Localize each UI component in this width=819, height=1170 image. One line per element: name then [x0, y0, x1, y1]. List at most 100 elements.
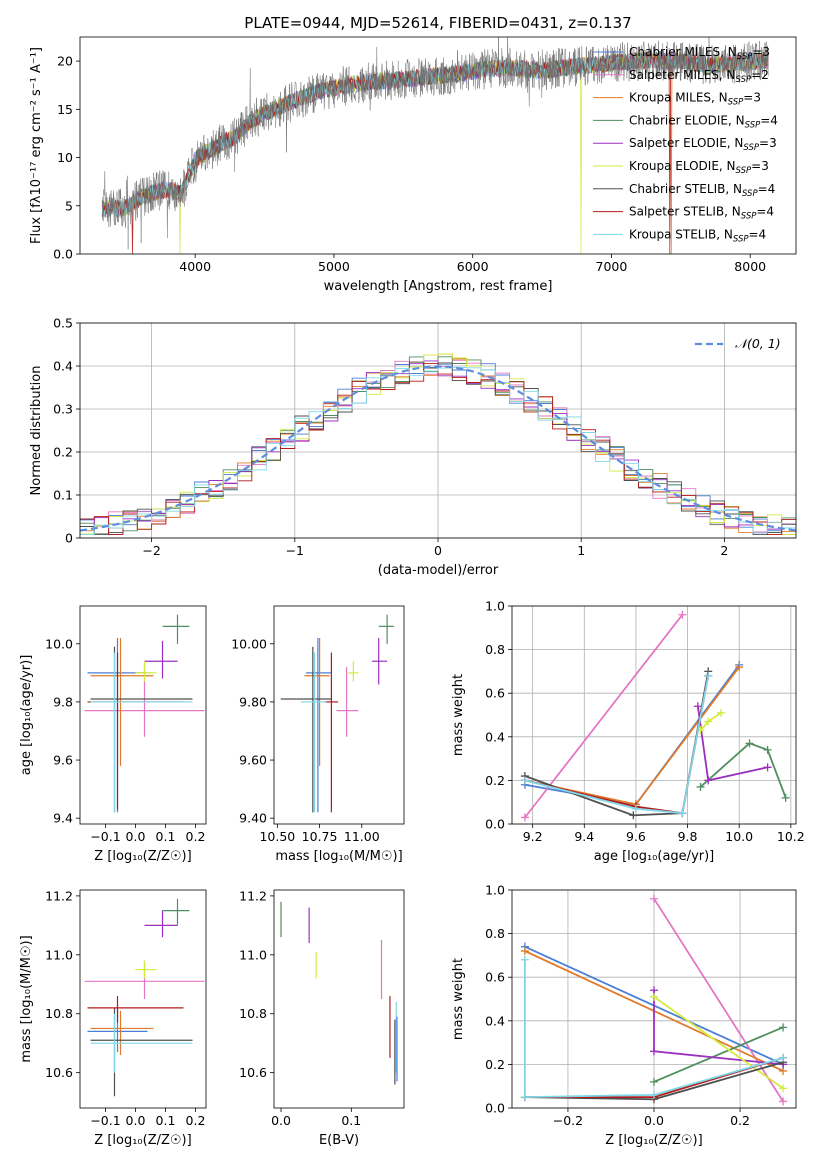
x-tick-label: 9.8: [678, 829, 698, 844]
y-tick-label: 0.0: [53, 247, 73, 262]
legend-count: =4: [760, 113, 778, 127]
series-salpeter-elodie: [693, 702, 772, 785]
legend-count: =3: [759, 136, 777, 150]
series-line: [697, 706, 768, 782]
panel-age-vs-mass: 10.50 10.75 11.00 9.40 9.60 9.80 10.00 mass [lo…: [231, 605, 405, 864]
y-tick-label: 9.40: [239, 811, 267, 826]
panel-spectrum: 4000 5000 6000 7000 8000 0.0 5 10 15 20 wavelength…: [29, 36, 797, 294]
data-marker: [520, 1093, 529, 1102]
data-marker: [696, 782, 705, 791]
axes-frame: [511, 605, 797, 825]
data-marker: [650, 992, 658, 1001]
x-tick-label: −2: [142, 543, 160, 558]
point-kroupa-elodie: [135, 960, 157, 979]
data-marker: [520, 813, 529, 822]
data-marker: [704, 671, 713, 680]
legend-count: =4: [758, 182, 776, 196]
y-tick-label: 0.3: [53, 402, 73, 417]
legend-count: =4: [756, 205, 774, 219]
point-kroupa-elodie: [135, 661, 157, 682]
legend-label: Kroupa MILES, NSSP=3: [629, 91, 761, 108]
y-tick-label: 0.4: [485, 729, 505, 744]
y-tick-label: 11.2: [45, 888, 73, 903]
series-kroupa-elodie: [650, 992, 788, 1093]
x-axis-label: E(B-V): [319, 1133, 359, 1148]
y-tick-label: 0.0: [485, 817, 505, 832]
y-tick-label: 0.4: [53, 359, 73, 374]
legend-count: =3: [751, 159, 769, 173]
legend-count: =3: [743, 91, 761, 105]
x-tick-label: 10.2: [777, 829, 805, 844]
x-tick-label: 9.4: [574, 829, 594, 844]
point-chabrier-stelib: [90, 1007, 193, 1097]
y-tick-label: 10.8: [45, 1006, 73, 1021]
y-tick-label: 15: [57, 102, 73, 117]
axes-frame: [79, 322, 797, 539]
point-chabrier-stelib: [90, 646, 193, 813]
panel-weight-vs-Z: −0.2 0.0 0.2 0.0 0.2 0.4 0.6 0.8 1.0 Z [log₁₀(Z/Z…: [451, 883, 797, 1148]
series-line: [653, 996, 784, 1090]
legend-text: Salpeter ELODIE, N: [629, 136, 743, 150]
data-marker: [678, 610, 687, 619]
x-tick-label: 0.2: [186, 1113, 206, 1128]
y-tick-label: 9.80: [239, 694, 267, 709]
plot-area: [84, 898, 205, 1097]
y-axis-label: mass [log₁₀(M/M☉)]: [19, 935, 34, 1062]
x-tick-label: 10.75: [302, 829, 338, 844]
x-tick-label: −1: [286, 543, 304, 558]
data-marker: [779, 1097, 788, 1106]
data-marker: [717, 708, 726, 717]
histogram-kroupa-stelib: [80, 366, 796, 536]
legend-subscript: SSP: [745, 120, 761, 130]
point-salpeter-elodie: [144, 910, 178, 938]
panel-residuals: −2 −1 0 1 2 0 0.1 0.2 0.3 0.4 0.5 (data-model)/erro…: [29, 316, 797, 578]
x-tick-label: 0.0: [126, 829, 146, 844]
y-tick-label: 1.0: [485, 883, 505, 898]
x-tick-label: 0.2: [730, 1113, 750, 1128]
series-line: [524, 959, 784, 1099]
point-kroupa-stelib: [90, 652, 193, 813]
legend-text: Chabrier ELODIE, N: [629, 113, 745, 127]
y-tick-label: 11.2: [239, 888, 267, 903]
y-tick-label: 0.6: [485, 686, 505, 701]
series-line: [524, 614, 684, 819]
axes-frame: [511, 889, 797, 1109]
x-tick-label: 10.50: [259, 829, 295, 844]
y-tick-label: 0.1: [53, 488, 73, 503]
x-tick-label: 0.0: [271, 1113, 291, 1128]
point-salpeter-elodie: [371, 637, 388, 685]
point-chabrier-stelib: [280, 646, 332, 813]
x-axis-label: Z [log₁₀(Z/Z☉)]: [94, 849, 191, 864]
series-line: [699, 742, 787, 799]
legend-text: Salpeter STELIB, N: [629, 205, 741, 219]
y-tick-label: 10.8: [239, 1006, 267, 1021]
point-kroupa-stelib: [301, 652, 327, 813]
y-tick-label: 0.6: [485, 970, 505, 985]
series-kroupa-stelib: [520, 955, 788, 1102]
x-tick-label: 0.2: [186, 829, 206, 844]
point-kroupa-miles: [90, 1010, 154, 1055]
x-tick-label: −0.2: [553, 1113, 583, 1128]
y-tick-label: 10.00: [231, 636, 267, 651]
panel-weight-vs-age: 9.2 9.4 9.6 9.8 10.0 10.2 0.0 0.2 0.4 0.6 0.8 1.0 ag…: [451, 599, 805, 865]
point-salpeter-stelib: [87, 996, 184, 1023]
x-axis-label: (data-model)/error: [378, 563, 499, 578]
x-tick-label: 0.1: [156, 829, 176, 844]
y-tick-label: 9.60: [239, 753, 267, 768]
x-axis-label: wavelength [Angstrom, rest frame]: [324, 279, 553, 294]
x-tick-label: 9.2: [523, 829, 543, 844]
x-tick-label: −0.1: [90, 829, 120, 844]
x-tick-label: −0.1: [90, 1113, 120, 1128]
y-tick-label: 10.0: [45, 636, 73, 651]
figure-title: PLATE=0944, MJD=52614, FIBERID=0431, z=0…: [244, 14, 631, 32]
data-marker: [745, 739, 754, 748]
x-tick-label: 0.1: [156, 1113, 176, 1128]
data-marker: [779, 1053, 788, 1062]
x-tick-label: 0: [434, 543, 442, 558]
point-salpeter-stelib: [322, 652, 339, 813]
y-tick-label: 0.0: [485, 1101, 505, 1116]
data-marker: [779, 1084, 788, 1093]
series-line: [653, 1026, 784, 1083]
legend-subscript: SSP: [736, 75, 752, 85]
